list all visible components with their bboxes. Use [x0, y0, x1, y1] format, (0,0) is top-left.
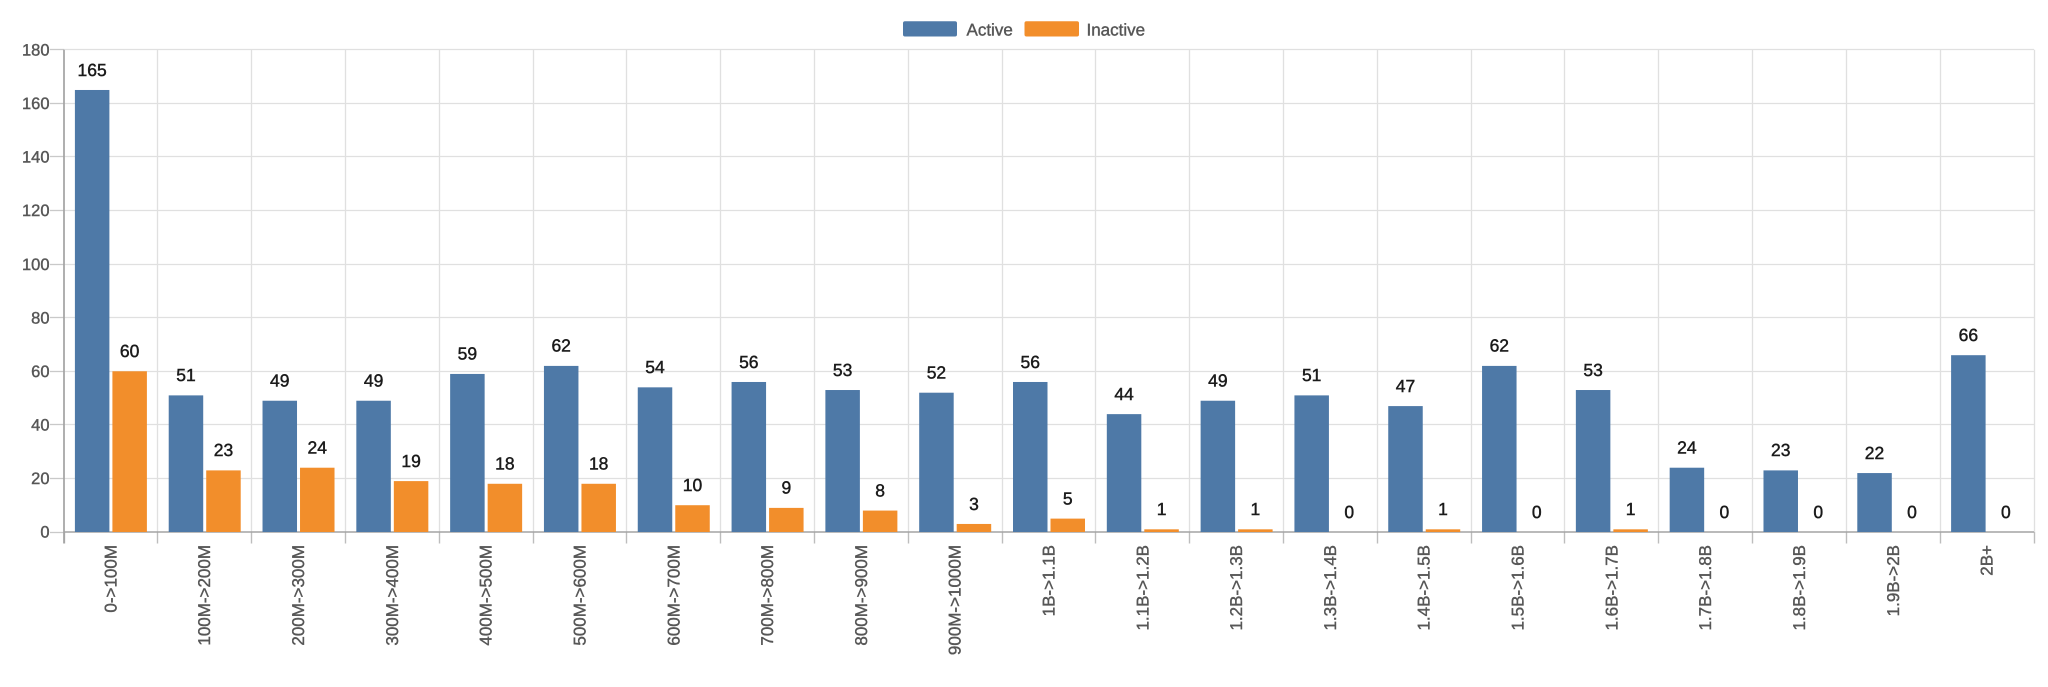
svg-text:18: 18	[495, 454, 514, 474]
svg-text:60: 60	[31, 363, 49, 381]
svg-text:22: 22	[1865, 443, 1884, 463]
svg-text:1.6B->1.7B: 1.6B->1.7B	[1602, 545, 1621, 631]
svg-text:900M->1000M: 900M->1000M	[946, 545, 965, 655]
svg-text:47: 47	[1396, 376, 1415, 396]
svg-text:51: 51	[1302, 365, 1321, 385]
svg-text:62: 62	[551, 336, 570, 356]
svg-text:Inactive: Inactive	[1087, 20, 1146, 39]
svg-text:165: 165	[78, 60, 107, 80]
svg-text:53: 53	[1583, 360, 1602, 380]
svg-text:300M->400M: 300M->400M	[383, 545, 402, 646]
svg-text:1.5B->1.6B: 1.5B->1.6B	[1509, 545, 1528, 631]
svg-text:62: 62	[1490, 336, 1509, 356]
svg-text:Active: Active	[967, 20, 1013, 39]
svg-text:1.9B->2B: 1.9B->2B	[1884, 545, 1903, 616]
svg-text:120: 120	[22, 202, 50, 220]
svg-text:66: 66	[1959, 325, 1978, 345]
svg-text:24: 24	[1677, 438, 1697, 458]
svg-text:56: 56	[739, 352, 758, 372]
svg-text:59: 59	[458, 344, 477, 364]
svg-text:80: 80	[31, 309, 49, 327]
svg-text:53: 53	[833, 360, 852, 380]
svg-text:0: 0	[1907, 502, 1917, 522]
svg-text:51: 51	[176, 365, 195, 385]
svg-text:1.2B->1.3B: 1.2B->1.3B	[1227, 545, 1246, 631]
svg-text:1.7B->1.8B: 1.7B->1.8B	[1696, 545, 1715, 631]
svg-text:44: 44	[1114, 384, 1134, 404]
svg-text:1.3B->1.4B: 1.3B->1.4B	[1321, 545, 1340, 631]
svg-text:23: 23	[1771, 440, 1790, 460]
svg-text:160: 160	[22, 95, 50, 113]
svg-text:800M->900M: 800M->900M	[852, 545, 871, 646]
svg-text:1.4B->1.5B: 1.4B->1.5B	[1415, 545, 1434, 631]
svg-text:0: 0	[40, 524, 49, 542]
svg-text:180: 180	[22, 42, 50, 60]
svg-text:56: 56	[1021, 352, 1040, 372]
svg-text:500M->600M: 500M->600M	[570, 545, 589, 646]
svg-text:0: 0	[1720, 502, 1730, 522]
svg-text:60: 60	[120, 341, 140, 361]
svg-text:100M->200M: 100M->200M	[195, 545, 214, 646]
svg-text:1: 1	[1438, 499, 1448, 519]
svg-text:8: 8	[875, 480, 885, 500]
svg-text:1.1B->1.2B: 1.1B->1.2B	[1133, 545, 1152, 631]
svg-text:24: 24	[308, 438, 328, 458]
svg-text:400M->500M: 400M->500M	[477, 545, 496, 646]
svg-text:19: 19	[401, 451, 420, 471]
svg-text:200M->300M: 200M->300M	[289, 545, 308, 646]
svg-text:49: 49	[364, 371, 383, 391]
svg-text:40: 40	[31, 417, 49, 435]
svg-text:700M->800M: 700M->800M	[758, 545, 777, 646]
svg-text:600M->700M: 600M->700M	[664, 545, 683, 646]
svg-text:49: 49	[270, 371, 289, 391]
svg-text:18: 18	[589, 454, 608, 474]
svg-text:1B->1.1B: 1B->1.1B	[1040, 545, 1059, 616]
svg-text:3: 3	[969, 494, 979, 514]
svg-text:2B+: 2B+	[1978, 545, 1997, 576]
svg-text:0: 0	[2001, 502, 2011, 522]
svg-text:1.8B->1.9B: 1.8B->1.9B	[1790, 545, 1809, 631]
svg-text:140: 140	[22, 149, 50, 167]
svg-text:54: 54	[645, 357, 665, 377]
svg-text:0: 0	[1813, 502, 1823, 522]
svg-text:5: 5	[1063, 488, 1073, 508]
svg-text:100: 100	[22, 256, 50, 274]
svg-text:0: 0	[1532, 502, 1542, 522]
svg-text:52: 52	[927, 363, 946, 383]
svg-text:1: 1	[1251, 499, 1261, 519]
svg-text:1: 1	[1626, 499, 1636, 519]
svg-text:0: 0	[1344, 502, 1354, 522]
svg-text:20: 20	[31, 470, 49, 488]
svg-text:10: 10	[683, 475, 703, 495]
svg-text:49: 49	[1208, 371, 1227, 391]
svg-text:0->100M: 0->100M	[101, 545, 120, 613]
svg-text:23: 23	[214, 440, 233, 460]
svg-text:9: 9	[781, 478, 791, 498]
svg-text:1: 1	[1157, 499, 1167, 519]
